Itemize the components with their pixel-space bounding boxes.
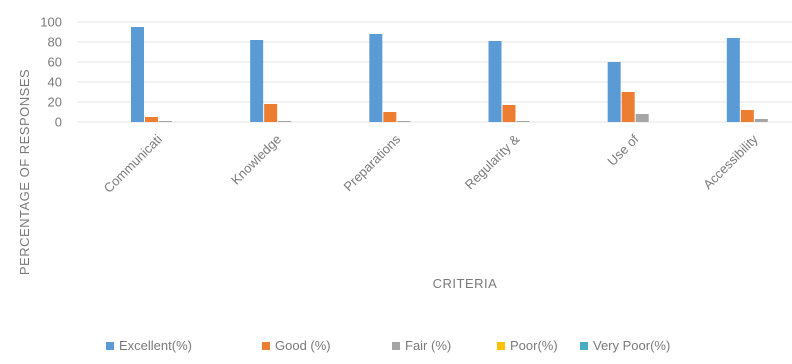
bar-fair-6 [754, 119, 768, 122]
bar-fair-3 [397, 121, 411, 122]
x-tick-label: Knowledge [228, 132, 284, 188]
bar-good-2 [264, 104, 278, 122]
bar-good-6 [740, 110, 754, 122]
y-tick-label: 100 [40, 15, 62, 30]
legend-swatch [106, 342, 114, 350]
bar-fair-5 [635, 114, 649, 122]
x-tick-label: Accessibility [700, 131, 761, 192]
bar-excellent-3 [369, 34, 383, 122]
x-tick-label: Use of [604, 131, 641, 168]
bar-fair-2 [278, 121, 292, 122]
y-axis-ticks: 0 20 40 60 80 100 [40, 15, 62, 130]
x-tick-label: Communicati [101, 131, 165, 195]
legend-label: Excellent(%) [119, 338, 192, 353]
x-axis-title: CRITERIA [433, 276, 498, 291]
x-tick-label: Preparations [341, 131, 404, 194]
bar-good-5 [621, 92, 635, 122]
gridlines [77, 21, 792, 123]
bar-good-4 [502, 105, 516, 122]
bar-good-1 [145, 117, 158, 122]
y-tick-label: 0 [55, 115, 62, 130]
bars [131, 27, 768, 122]
y-axis-title: PERCENTAGE OF RESPONSES [17, 69, 32, 275]
bar-excellent-6 [726, 38, 740, 122]
legend-swatch [392, 342, 400, 350]
bar-excellent-1 [131, 27, 144, 122]
x-tick-label: Regularity & [462, 131, 523, 192]
legend-label: Very Poor(%) [593, 338, 670, 353]
y-tick-label: 60 [48, 55, 62, 70]
legend-label: Poor(%) [510, 338, 558, 353]
x-axis-ticks: Communicati Knowledge Preparations Regulari… [101, 131, 761, 196]
legend-label: Fair (%) [405, 338, 451, 353]
y-tick-label: 20 [48, 95, 62, 110]
bar-fair-4 [516, 121, 530, 122]
legend: Excellent(%) Good (%) Fair (%) Poor(%) Very … [106, 338, 670, 353]
bar-excellent-5 [607, 62, 621, 122]
bar-excellent-4 [488, 41, 502, 122]
y-tick-label: 80 [48, 35, 62, 50]
bar-fair-1 [159, 121, 172, 122]
y-tick-label: 40 [48, 75, 62, 90]
legend-label: Good (%) [275, 338, 331, 353]
legend-swatch [262, 342, 270, 350]
legend-swatch [580, 342, 588, 350]
bar-good-3 [383, 112, 397, 122]
bar-excellent-2 [250, 40, 264, 122]
legend-swatch [497, 342, 505, 350]
